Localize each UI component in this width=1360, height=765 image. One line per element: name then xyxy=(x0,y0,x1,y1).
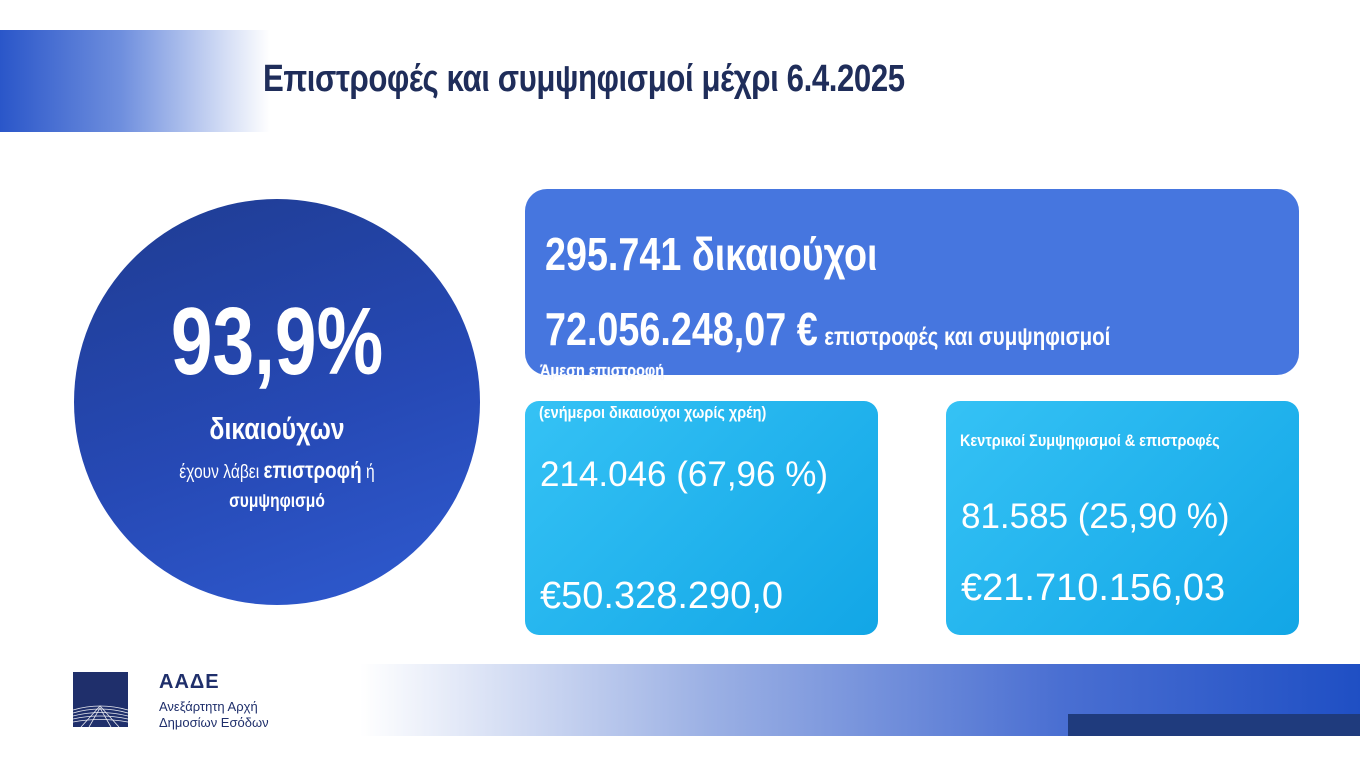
logo-subtitle-line2: Δημοσίων Εσόδων xyxy=(159,715,269,730)
central-offset-card: Κεντρικοί Συμψηφισμοί & επιστροφές 81.58… xyxy=(946,401,1299,635)
logo-subtitle-line1: Ανεξάρτητη Αρχή xyxy=(159,699,258,714)
direct-refund-label: Άμεση επιστροφή xyxy=(540,361,665,380)
direct-refund-amount: €50.328.290,0 xyxy=(540,575,784,617)
summary-box: 295.741 δικαιούχοι 72.056.248,07 € επιστρ… xyxy=(525,189,1299,375)
central-offset-amount: €21.710.156,03 xyxy=(961,567,1226,609)
percentage-value: 93,9% xyxy=(170,288,384,395)
summary-amount: 72.056.248,07 € xyxy=(545,303,818,355)
logo-name: ΑΑΔΕ xyxy=(159,671,220,693)
circle-label-received: έχουν λάβει επιστροφή ή xyxy=(111,457,444,484)
summary-amount-row: 72.056.248,07 € επιστροφές και συμψηφισμο… xyxy=(545,302,1110,356)
page-title: Επιστροφές και συμψηφισμοί μέχρι 6.4.202… xyxy=(262,58,905,100)
circle-label-received-pre: έχουν λάβει xyxy=(179,462,264,483)
direct-refund-card: (ενήμεροι δικαιούχοι χωρίς χρέη) 214.046… xyxy=(525,401,878,635)
direct-refund-heading: (ενήμεροι δικαιούχοι χωρίς χρέη) xyxy=(539,403,767,422)
circle-label-offset: συμψηφισμό xyxy=(229,491,325,512)
circle-label-refund: επιστροφή xyxy=(263,457,362,483)
top-gradient-band xyxy=(0,30,270,132)
aade-logo-icon xyxy=(72,672,129,728)
circle-label-beneficiaries: δικαιούχων xyxy=(209,411,345,446)
central-offset-count: 81.585 (25,90 %) xyxy=(961,497,1230,536)
summary-amount-label: επιστροφές και συμψηφισμοί xyxy=(824,323,1111,351)
circle-label-or: ή xyxy=(361,462,375,483)
central-offset-heading: Κεντρικοί Συμψηφισμοί & επιστροφές xyxy=(960,431,1220,450)
bottom-dark-strip xyxy=(1068,714,1360,736)
summary-beneficiaries: 295.741 δικαιούχοι xyxy=(545,228,878,280)
percentage-circle: 93,9% δικαιούχων έχουν λάβει επιστροφή ή… xyxy=(74,199,480,605)
direct-refund-count: 214.046 (67,96 %) xyxy=(540,455,828,494)
